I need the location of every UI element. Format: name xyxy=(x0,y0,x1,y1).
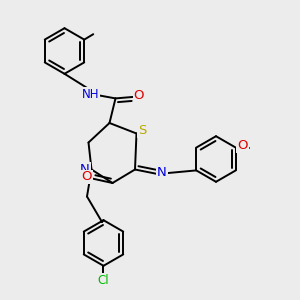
Text: N: N xyxy=(80,163,90,176)
Text: O: O xyxy=(237,139,247,152)
Text: NH: NH xyxy=(82,88,99,101)
Text: Cl: Cl xyxy=(98,274,109,287)
Text: O: O xyxy=(81,170,92,184)
Text: S: S xyxy=(138,124,146,137)
Text: N: N xyxy=(157,166,167,179)
Text: O: O xyxy=(134,89,144,102)
